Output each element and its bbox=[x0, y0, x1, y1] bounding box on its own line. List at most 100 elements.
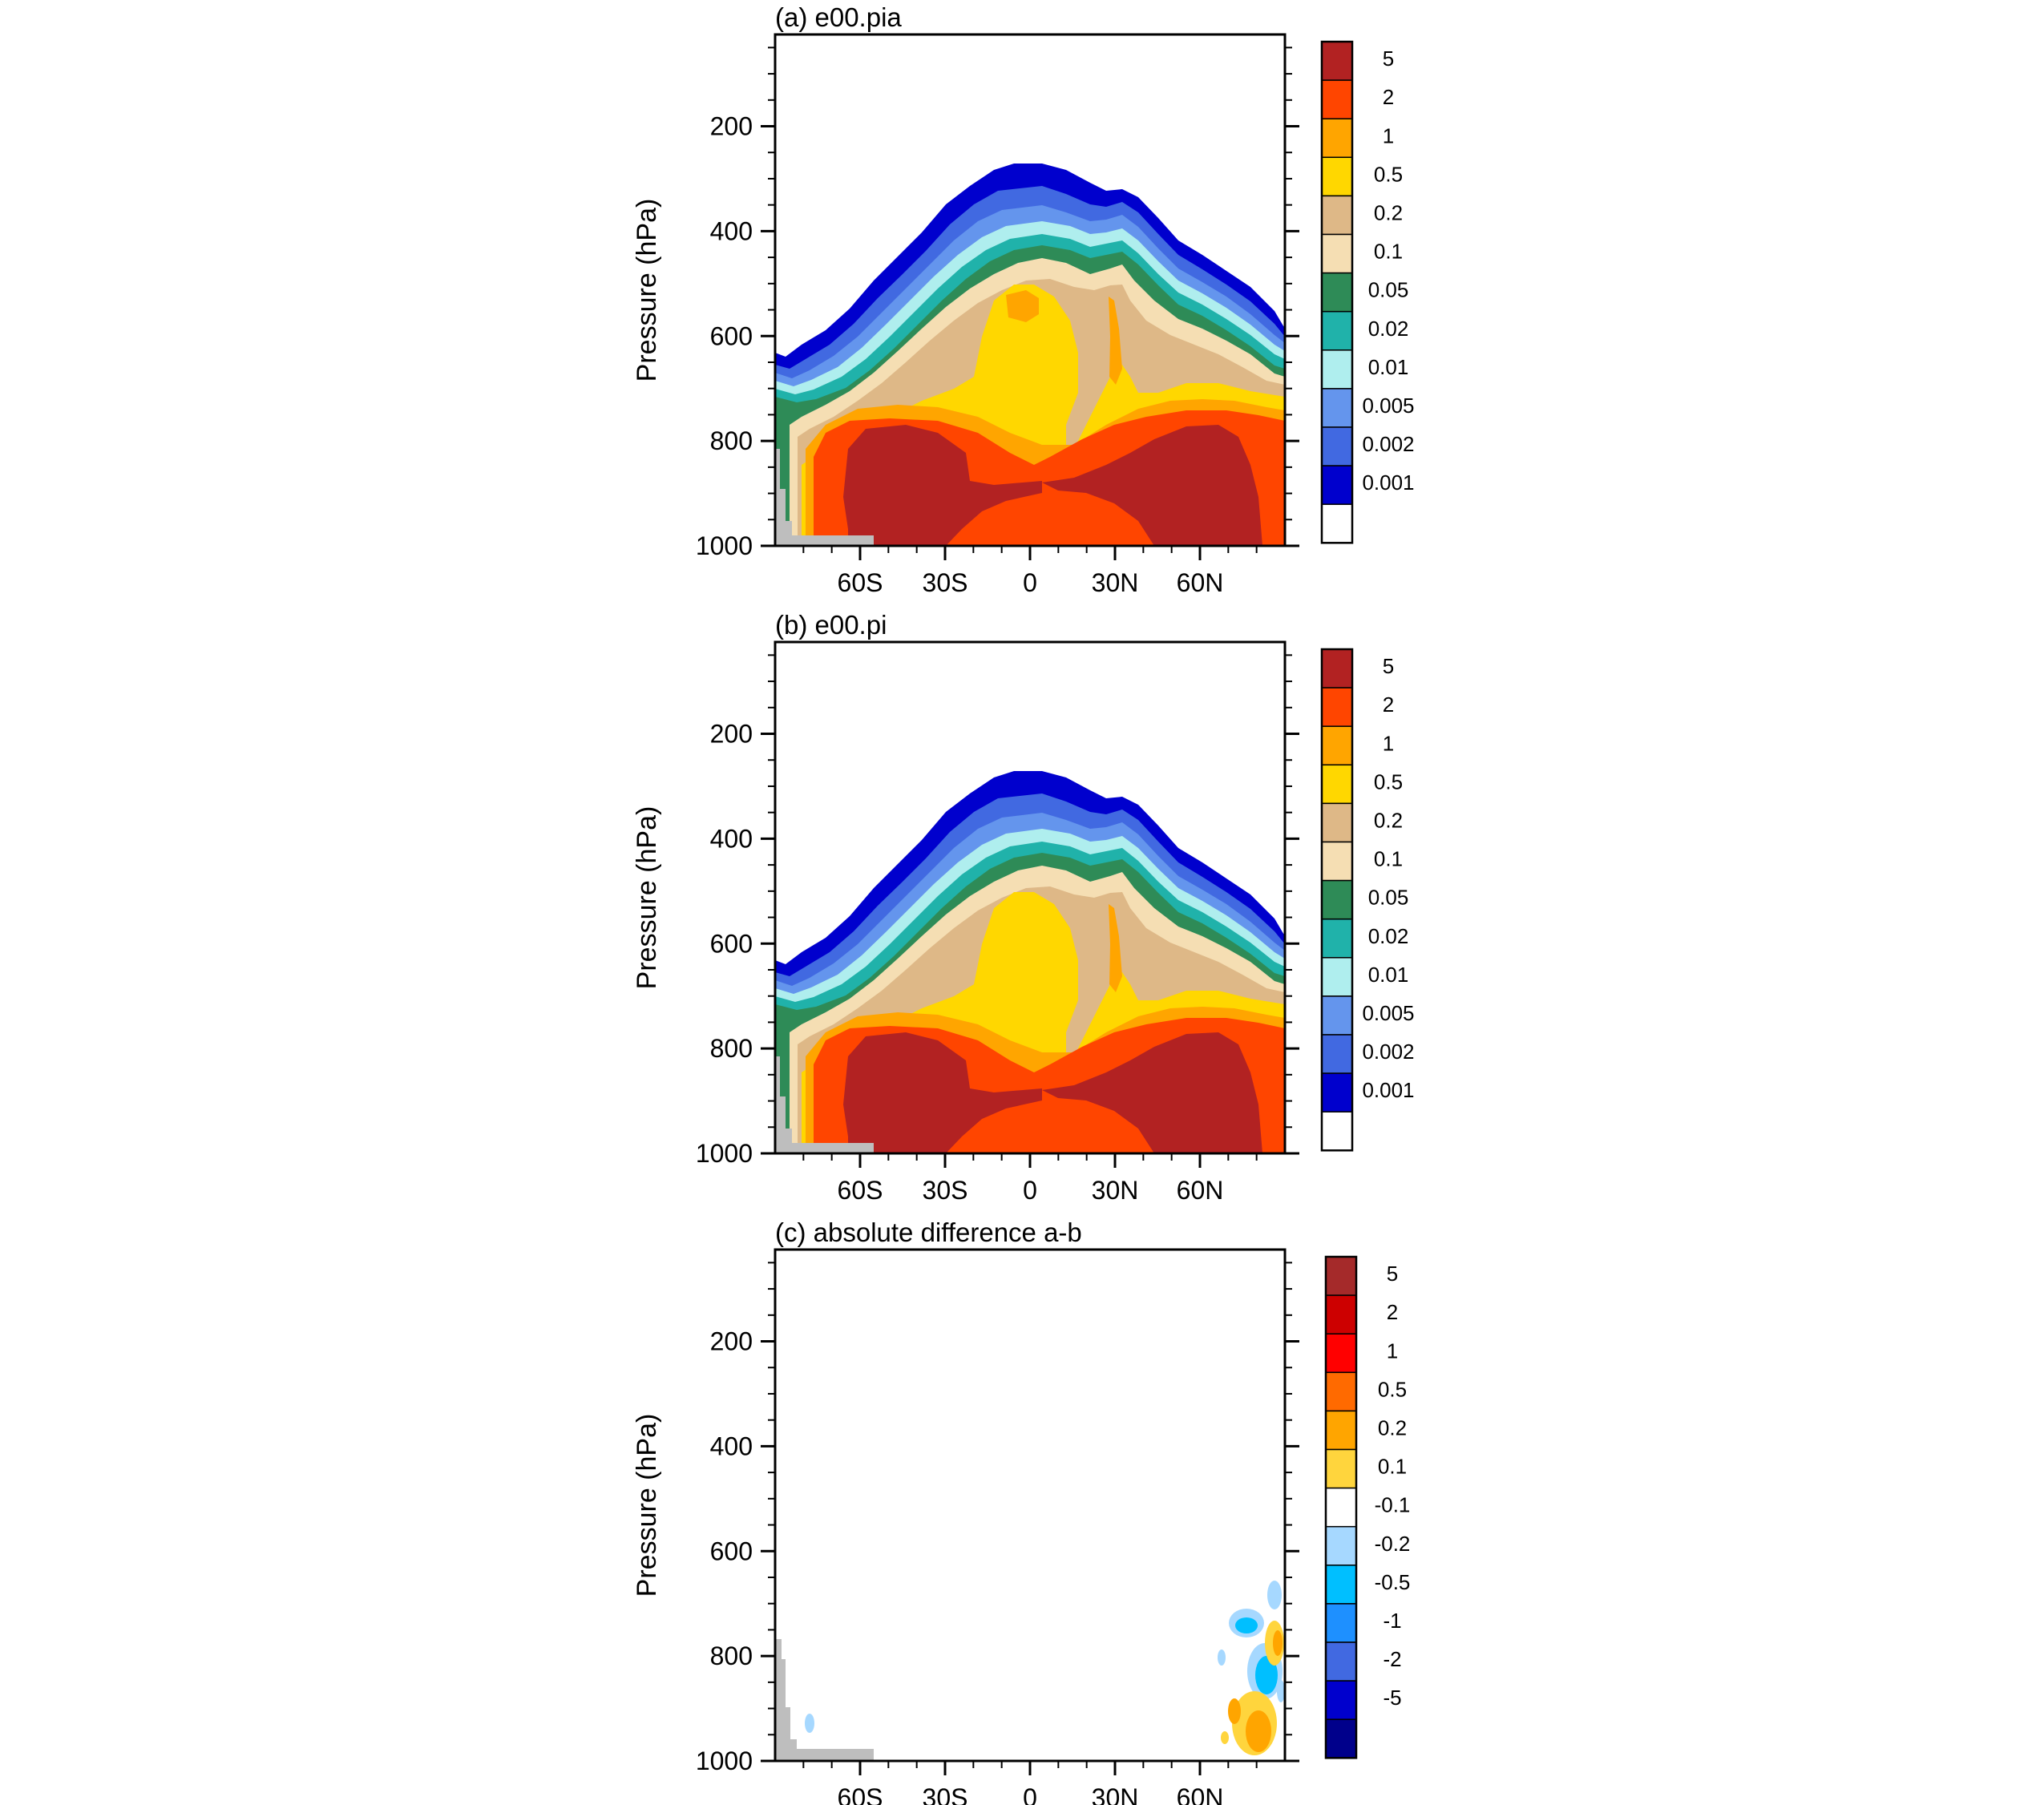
colorbar-swatch bbox=[1325, 1256, 1357, 1296]
colorbar-frame bbox=[1320, 648, 1354, 1152]
x-tick-label: 30S bbox=[923, 1176, 968, 1205]
x-tick-label: 0 bbox=[1023, 568, 1037, 597]
y-tick-label: 800 bbox=[710, 1641, 753, 1670]
colorbar-swatch bbox=[1321, 233, 1353, 274]
colorbar-swatch bbox=[1321, 156, 1353, 197]
panel-b-title: (b) e00.pi bbox=[775, 610, 887, 640]
colorbar-label: 0.02 bbox=[1368, 317, 1409, 341]
colorbar-label: 5 bbox=[1387, 1262, 1398, 1286]
colorbar-label: 1 bbox=[1383, 731, 1394, 755]
colorbar-swatch bbox=[1325, 1641, 1357, 1682]
colorbar-swatch bbox=[1321, 465, 1353, 505]
x-tick-label: 30N bbox=[1092, 1783, 1139, 1805]
colorbar-label: -1 bbox=[1383, 1609, 1401, 1633]
colorbar-swatch bbox=[1321, 1034, 1353, 1074]
colorbar-label: 1 bbox=[1383, 123, 1394, 147]
land-grey bbox=[775, 1056, 874, 1153]
colorbar-label: 5 bbox=[1383, 46, 1394, 71]
contour-5-left bbox=[843, 1032, 1042, 1153]
colorbar-frame bbox=[1320, 40, 1354, 544]
colorbar-swatch bbox=[1321, 388, 1353, 428]
x-tick-label: 60S bbox=[838, 1176, 883, 1205]
colorbar-swatch bbox=[1321, 195, 1353, 236]
colorbar-label: 2 bbox=[1387, 1300, 1398, 1324]
y-tick-label: 200 bbox=[710, 112, 753, 141]
y-tick-label: 600 bbox=[710, 1536, 753, 1565]
diff-blue-patch-5 bbox=[1277, 1680, 1285, 1702]
colorbar-label: 0.1 bbox=[1374, 240, 1403, 264]
diff-yellow-patch-3 bbox=[1221, 1731, 1229, 1744]
x-tick-label: 30N bbox=[1092, 1176, 1139, 1205]
colorbar-label: 0.2 bbox=[1374, 809, 1403, 833]
colorbar-swatch bbox=[1325, 1680, 1357, 1720]
colorbar-swatch bbox=[1325, 1718, 1357, 1759]
x-tick-label: 0 bbox=[1023, 1783, 1037, 1805]
colorbar-label: 0.002 bbox=[1362, 432, 1414, 456]
diff-blue-patch-4 bbox=[1218, 1650, 1226, 1666]
colorbar-swatch bbox=[1321, 272, 1353, 313]
colorbar-swatch bbox=[1321, 918, 1353, 959]
colorbar-label: -0.1 bbox=[1375, 1493, 1411, 1517]
colorbar-swatch bbox=[1325, 1525, 1357, 1566]
land-grey bbox=[775, 1639, 874, 1761]
colorbar-swatch bbox=[1321, 648, 1353, 688]
colorbar-label: 0.5 bbox=[1374, 769, 1403, 793]
x-tick-label: 30N bbox=[1092, 568, 1139, 597]
colorbar-swatch bbox=[1321, 957, 1353, 997]
diff-cyan-patch-2 bbox=[1255, 1656, 1278, 1694]
contour-1-streak bbox=[1109, 297, 1122, 385]
x-tick-label: 60N bbox=[1177, 568, 1224, 597]
colorbar-swatch bbox=[1321, 426, 1353, 466]
diff-orange-patch-3 bbox=[1228, 1698, 1241, 1724]
diff-blue-spot bbox=[805, 1714, 814, 1733]
panel-c-title: (c) absolute difference a-b bbox=[775, 1217, 1082, 1247]
y-tick-label: 800 bbox=[710, 426, 753, 455]
diff-blue-patch-3 bbox=[1267, 1581, 1282, 1609]
x-tick-label: 0 bbox=[1023, 1176, 1037, 1205]
colorbar-label: 0.002 bbox=[1362, 1040, 1414, 1064]
colorbar-label: 0.05 bbox=[1368, 278, 1409, 302]
colorbar-swatch bbox=[1321, 879, 1353, 920]
colorbar-swatch bbox=[1321, 310, 1353, 351]
colorbar-swatch bbox=[1325, 1448, 1357, 1489]
y-tick-label: 400 bbox=[710, 824, 753, 853]
colorbar-swatch bbox=[1325, 1565, 1357, 1605]
colorbar-label: 1 bbox=[1387, 1339, 1398, 1363]
y-tick-label: 200 bbox=[710, 1327, 753, 1356]
colorbar-swatch bbox=[1321, 802, 1353, 843]
panel-c-colorbar: 5 2 1 0.5 0.2 0.1 -0.1 -0.2 -0.5 -1 -2 -5 bbox=[1324, 1255, 1411, 1759]
panel-c-contours bbox=[775, 1581, 1285, 1761]
colorbar-label: 2 bbox=[1383, 85, 1394, 109]
panel-c-axes: 200 400 600 800 1000 60S 30S 0 30N 60N bbox=[696, 1262, 1299, 1805]
panel-b-ylabel: Pressure (hPa) bbox=[632, 806, 662, 990]
colorbar-swatch bbox=[1325, 1294, 1357, 1335]
panel-b-contours bbox=[775, 771, 1285, 1153]
x-tick-label: 30S bbox=[923, 1783, 968, 1805]
colorbar-swatch bbox=[1321, 349, 1353, 390]
colorbar-swatch bbox=[1321, 841, 1353, 882]
colorbar-label: -5 bbox=[1383, 1686, 1401, 1710]
y-tick-label: 600 bbox=[710, 929, 753, 958]
colorbar-frame bbox=[1324, 1255, 1358, 1759]
diff-cyan-patch-1 bbox=[1235, 1617, 1258, 1633]
panel-a: (a) e00.pia Pressure (hPa) 200 400 600 800 1… bbox=[632, 2, 1415, 597]
colorbar-label: -0.5 bbox=[1375, 1570, 1411, 1594]
colorbar-label: -0.2 bbox=[1375, 1532, 1411, 1556]
colorbar-label: 0.001 bbox=[1362, 470, 1414, 495]
x-tick-label: 60S bbox=[838, 568, 883, 597]
panel-a-axes: 200 400 600 800 1000 60S 30S 0 30N 60N bbox=[696, 46, 1299, 597]
x-tick-label: 30S bbox=[923, 568, 968, 597]
diff-orange-patch-2 bbox=[1246, 1710, 1271, 1752]
contour-5-right bbox=[1042, 1032, 1262, 1153]
contour-1-streak bbox=[1109, 904, 1122, 992]
x-tick-label: 60N bbox=[1177, 1176, 1224, 1205]
y-tick-label: 200 bbox=[710, 720, 753, 749]
colorbar-label: 2 bbox=[1383, 693, 1394, 717]
colorbar-swatch bbox=[1325, 1487, 1357, 1528]
colorbar-label: -2 bbox=[1383, 1647, 1401, 1671]
colorbar-swatch bbox=[1325, 1333, 1357, 1374]
colorbar-label: 0.2 bbox=[1378, 1416, 1407, 1440]
colorbar-label: 0.001 bbox=[1362, 1078, 1414, 1102]
colorbar-swatch bbox=[1321, 1072, 1353, 1112]
